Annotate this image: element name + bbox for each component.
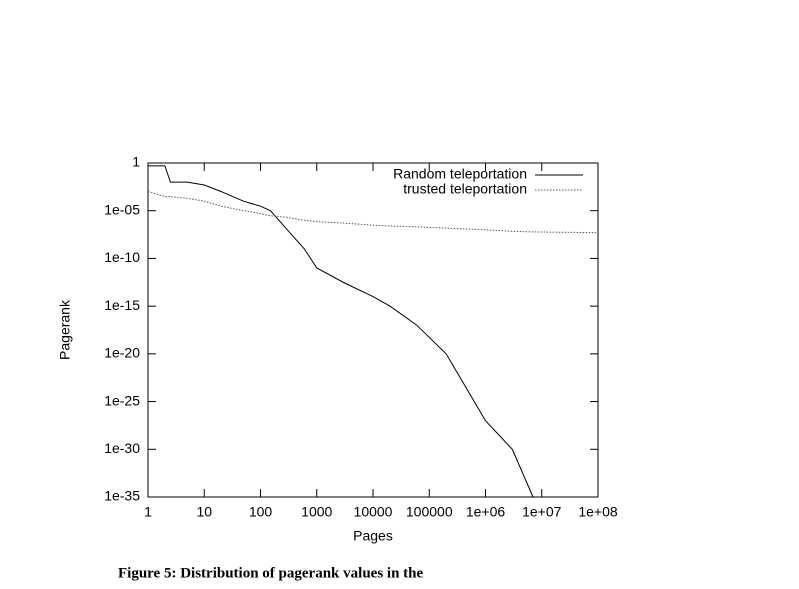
x-tick-label: 1e+06 <box>466 504 506 520</box>
legend-label: Random teleportation <box>393 166 527 182</box>
series-line <box>148 165 534 498</box>
x-tick-label: 1e+07 <box>522 504 562 520</box>
plot-frame <box>147 162 599 498</box>
x-tick-label: 10 <box>196 504 212 520</box>
y-tick-label: 1e-10 <box>104 249 140 265</box>
series-line <box>147 191 599 234</box>
y-tick-label: 1e-15 <box>104 297 140 313</box>
y-tick-label: 1e-20 <box>104 345 140 361</box>
y-tick-label: 1e-35 <box>104 488 140 504</box>
x-tick-label: 100000 <box>406 504 453 520</box>
x-tick-label: 100 <box>249 504 273 520</box>
y-tick-label: 1e-05 <box>104 201 140 217</box>
caption: Figure 5: Distribution of pagerank value… <box>118 565 423 581</box>
x-tick-label: 1 <box>144 504 152 520</box>
legend-label: trusted teleportation <box>403 181 527 197</box>
y-tick-label: 1 <box>132 154 140 170</box>
y-axis-label: Pagerank <box>57 299 73 360</box>
x-tick-label: 1e+08 <box>578 504 618 520</box>
x-tick-label: 10000 <box>354 504 393 520</box>
y-tick-label: 1e-25 <box>104 392 140 408</box>
x-axis-label: Pages <box>353 528 393 544</box>
y-tick-label: 1e-30 <box>104 440 140 456</box>
x-tick-label: 1000 <box>301 504 332 520</box>
